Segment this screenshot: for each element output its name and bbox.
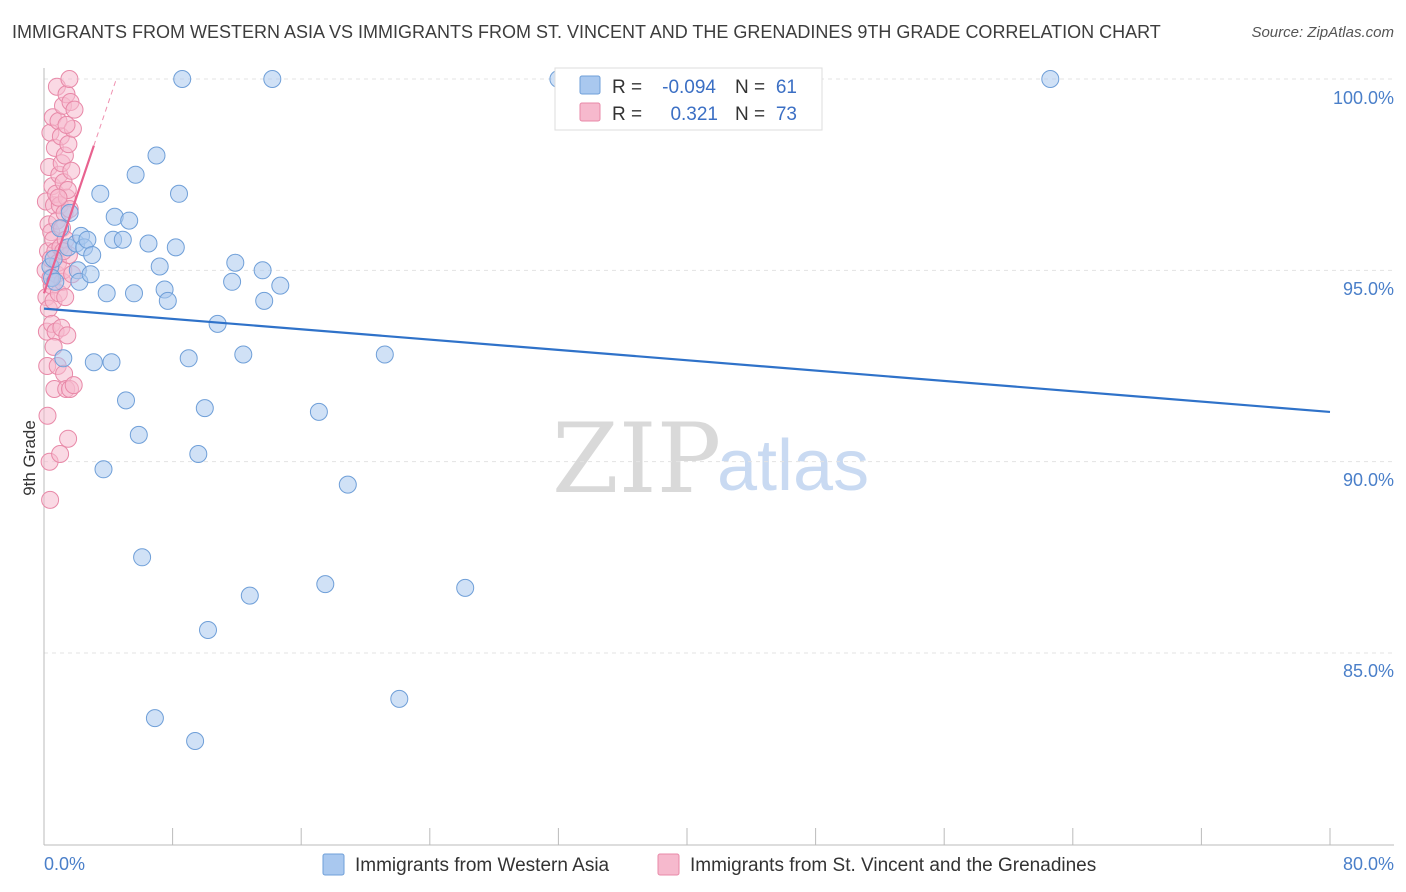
- legend-swatch-pink: [579, 102, 601, 122]
- legend-n-label-pink: N =: [735, 104, 765, 125]
- western-asia-point-45: [226, 253, 245, 272]
- bottom-legend-swatch-blue: [322, 853, 345, 876]
- y-tick-label-90: 90.0%: [1343, 470, 1394, 490]
- western-asia-point-50: [263, 70, 282, 88]
- western-asia-point-5: [54, 349, 73, 368]
- legend-n-value-blue: 61: [776, 77, 797, 98]
- st-vincent-point-67: [65, 100, 84, 119]
- western-asia-point-25: [125, 284, 143, 303]
- western-asia-point-17: [94, 460, 113, 479]
- series-st-vincent-points: [36, 70, 84, 509]
- western-asia-point-40: [189, 445, 208, 463]
- legend-r-value-blue: -0.094: [662, 77, 716, 98]
- x-axis-ticks: [172, 828, 1331, 845]
- western-asia-point-55: [375, 345, 394, 364]
- western-asia-point-27: [129, 425, 148, 444]
- western-asia-point-42: [199, 621, 217, 639]
- western-asia-point-51: [271, 276, 290, 295]
- bottom-legend-label-blue: Immigrants from Western Asia: [355, 855, 610, 876]
- trend-lines: [42, 78, 1331, 414]
- trend-line-st-vincent: [42, 145, 95, 294]
- trend-line-western-asia: [43, 307, 1331, 414]
- bottom-legend-swatch-pink: [657, 853, 680, 876]
- western-asia-point-49: [255, 291, 274, 310]
- western-asia-point-28: [133, 548, 152, 567]
- st-vincent-point-72: [57, 115, 76, 134]
- western-asia-point-47: [240, 586, 259, 605]
- x-tick-label-0: 0.0%: [44, 854, 85, 874]
- legend-r-label-blue: R =: [612, 77, 642, 98]
- y-axis-label: 9th Grade: [20, 420, 39, 496]
- western-asia-point-44: [223, 272, 242, 291]
- legend-n-label-blue: N =: [735, 77, 765, 98]
- western-asia-point-26: [126, 165, 145, 184]
- st-vincent-point-57: [59, 135, 78, 154]
- watermark-zip: ZIP: [552, 403, 721, 515]
- x-tick-label-80: 80.0%: [1343, 854, 1394, 874]
- st-vincent-point-36: [51, 445, 70, 463]
- trend-line-st-vincent-extension: [93, 78, 117, 146]
- st-vincent-point-70: [49, 188, 68, 207]
- western-asia-point-54: [338, 475, 357, 494]
- series-western-asia-points: [41, 70, 1060, 750]
- watermark-atlas: atlas: [717, 426, 869, 506]
- western-asia-point-15: [84, 353, 103, 372]
- western-asia-point-39: [186, 732, 205, 750]
- western-asia-point-59: [1041, 70, 1060, 88]
- legend-r-value-pink: 0.321: [670, 104, 718, 125]
- western-asia-point-29: [139, 234, 158, 253]
- western-asia-point-46: [234, 345, 253, 364]
- western-asia-point-30: [145, 709, 164, 728]
- st-vincent-point-49: [56, 288, 75, 307]
- western-asia-point-22: [113, 230, 132, 249]
- st-vincent-point-59: [60, 70, 79, 88]
- st-vincent-point-54: [58, 326, 77, 345]
- western-asia-point-32: [150, 257, 169, 276]
- source-label: Source: ZipAtlas.com: [1251, 24, 1394, 41]
- western-asia-point-57: [456, 578, 475, 597]
- legend-r-label-pink: R =: [612, 104, 642, 125]
- western-asia-point-34: [158, 291, 177, 310]
- y-tick-label-100: 100.0%: [1333, 88, 1394, 108]
- chart-title: IMMIGRANTS FROM WESTERN ASIA VS IMMIGRAN…: [12, 22, 1161, 42]
- western-asia-point-14: [83, 246, 102, 264]
- legend-n-value-pink: 73: [776, 104, 797, 125]
- legend-swatch-blue: [579, 75, 601, 95]
- western-asia-point-53: [316, 575, 335, 594]
- bottom-legend-label-pink: Immigrants from St. Vincent and the Gren…: [690, 855, 1096, 876]
- western-asia-point-35: [166, 238, 185, 257]
- western-asia-point-38: [179, 349, 198, 368]
- series-legend: Immigrants from Western Asia Immigrants …: [322, 853, 1096, 876]
- st-vincent-point-66: [64, 376, 83, 395]
- western-asia-point-41: [195, 399, 214, 418]
- st-vincent-point-56: [59, 429, 78, 448]
- y-tick-labels: 100.0% 95.0% 90.0% 85.0%: [1333, 88, 1394, 681]
- st-vincent-point-11: [41, 490, 60, 509]
- western-asia-point-18: [97, 284, 116, 303]
- western-asia-point-48: [253, 261, 272, 280]
- st-vincent-point-5: [38, 406, 57, 425]
- western-asia-point-36: [170, 184, 188, 203]
- western-asia-point-12: [78, 230, 97, 249]
- y-tick-label-95: 95.0%: [1343, 279, 1394, 299]
- western-asia-point-56: [390, 689, 409, 708]
- western-asia-point-31: [147, 146, 166, 165]
- western-asia-point-60: [60, 203, 79, 222]
- western-asia-point-23: [117, 391, 135, 410]
- gridlines: [44, 78, 1394, 654]
- y-tick-label-85: 85.0%: [1343, 661, 1394, 681]
- western-asia-point-37: [173, 70, 192, 88]
- st-vincent-point-63: [62, 161, 81, 180]
- western-asia-point-24: [120, 211, 139, 230]
- western-asia-point-16: [91, 184, 110, 203]
- western-asia-point-19: [102, 353, 121, 372]
- western-asia-point-13: [81, 265, 100, 284]
- western-asia-point-52: [309, 402, 328, 421]
- correlation-legend: R = -0.094 N = 61 R = 0.321 N = 73: [554, 67, 823, 131]
